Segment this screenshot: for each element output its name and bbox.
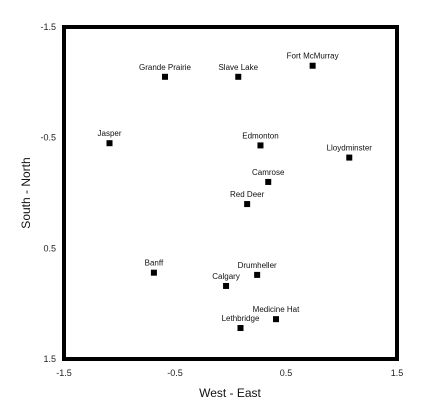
data-point-label: Grande Prairie [139,63,192,72]
data-point-label: Edmonton [242,131,278,140]
x-tick-label: -1.5 [56,368,72,378]
data-point-marker [265,178,272,185]
y-tick-label: 1.5 [43,354,56,364]
data-point-label: Camrose [252,168,285,177]
data-point-label: Drumheller [238,261,277,270]
data-point-marker [223,282,230,289]
y-axis-ticks: -1.5 -0.5 0.5 1.5 [40,22,56,364]
data-point-marker [106,140,113,147]
data-point-marker [257,142,264,149]
x-axis-ticks: -1.5 -0.5 0.5 1.5 [56,368,403,378]
x-tick-label: -0.5 [167,368,183,378]
data-point-marker [244,201,251,208]
data-point-label: Lloydminster [327,144,373,153]
data-point-marker [254,271,261,278]
data-point-marker [235,73,242,80]
y-tick-label: -0.5 [40,133,56,143]
data-point-marker [162,73,169,80]
data-point-label: Lethbridge [222,314,260,323]
data-point-marker [309,62,316,69]
data-point-marker [237,325,244,332]
data-point-marker [150,269,157,276]
data-point-label: Fort McMurray [287,52,339,61]
data-point-label: Calgary [212,272,240,281]
data-point-marker [273,316,280,323]
x-tick-label: 0.5 [280,368,293,378]
data-point-label: Banff [145,259,164,268]
y-tick-label: 0.5 [43,243,56,253]
data-point-label: Medicine Hat [253,305,300,314]
data-points: Fort McMurray Grande Prairie Slave Lake Jas… [98,52,373,332]
data-point-label: Jasper [98,129,122,138]
x-tick-label: 1.5 [391,368,404,378]
y-axis-title: South - North [19,157,33,228]
x-axis-title: West - East [199,386,261,400]
data-point-label: Slave Lake [218,63,258,72]
y-tick-label: -1.5 [40,22,56,32]
plot-frame [62,25,399,361]
data-point-label: Red Deer [230,190,265,199]
data-point-marker [346,154,353,161]
